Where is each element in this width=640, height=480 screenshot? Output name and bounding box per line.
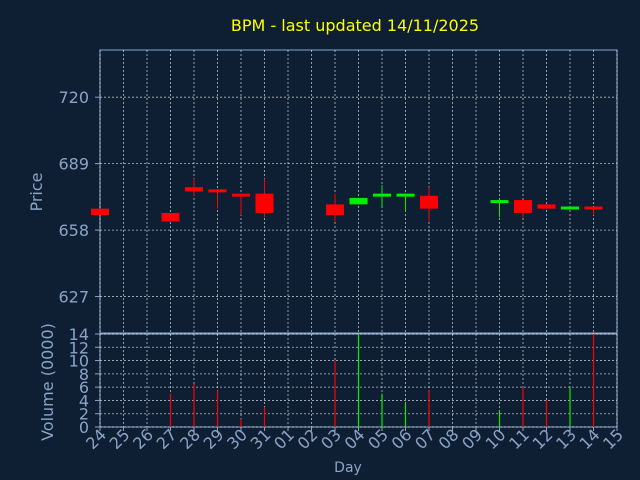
- volume-tick-label: 8: [79, 365, 89, 384]
- price-tick-label: 658: [58, 221, 89, 240]
- x-axis-label: Day: [334, 460, 362, 476]
- volume-panel: 0246810121424252627282930310102030405060…: [69, 325, 627, 453]
- price-panel: 627 658 689 720: [58, 49, 618, 334]
- candle-body: [514, 200, 532, 213]
- volume-tick-label: 4: [79, 391, 89, 410]
- price-axis-label: Price: [27, 172, 46, 211]
- candle-body: [255, 193, 274, 213]
- volume-tick-label: 0: [79, 418, 89, 437]
- candle-body: [537, 204, 556, 209]
- candle-body: [208, 189, 227, 193]
- candle-body: [91, 208, 109, 216]
- candle-body: [490, 200, 509, 204]
- volume-tick-label: 2: [79, 405, 89, 424]
- candle-body: [373, 193, 391, 197]
- price-tick-label: 689: [58, 155, 89, 174]
- volume-axis-label: Volume (0000): [38, 323, 57, 441]
- candle-body: [561, 206, 579, 210]
- price-tick-label: 720: [58, 88, 89, 107]
- candle-body: [326, 204, 344, 216]
- candle-body: [232, 193, 250, 197]
- x-tick-label: 15: [599, 425, 627, 453]
- price-tick-label: 627: [58, 288, 89, 307]
- candle-body: [349, 197, 368, 205]
- candle-body: [185, 187, 203, 192]
- candle-body: [396, 193, 415, 197]
- chart-title: BPM - last updated 14/11/2025: [231, 16, 479, 35]
- volume-tick-label: 14: [69, 325, 89, 344]
- candle-body: [584, 206, 603, 210]
- volume-tick-label: 10: [69, 352, 89, 371]
- candle-body: [420, 195, 438, 209]
- volume-tick-label: 6: [79, 378, 89, 397]
- volume-tick-label: 12: [69, 338, 89, 357]
- candle-body: [161, 212, 180, 222]
